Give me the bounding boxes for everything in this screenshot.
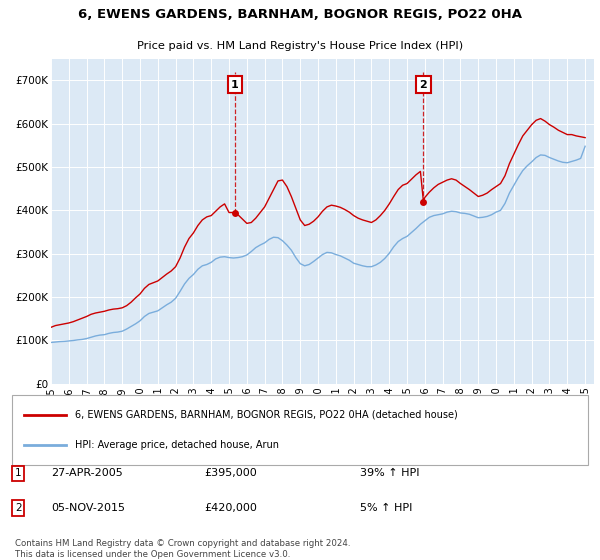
- Text: 39% ↑ HPI: 39% ↑ HPI: [360, 468, 419, 478]
- Text: Price paid vs. HM Land Registry's House Price Index (HPI): Price paid vs. HM Land Registry's House …: [137, 41, 463, 51]
- Text: 05-NOV-2015: 05-NOV-2015: [51, 503, 125, 513]
- Text: 2: 2: [419, 80, 427, 90]
- Text: £395,000: £395,000: [204, 468, 257, 478]
- Text: 5% ↑ HPI: 5% ↑ HPI: [360, 503, 412, 513]
- Text: Contains HM Land Registry data © Crown copyright and database right 2024.
This d: Contains HM Land Registry data © Crown c…: [15, 539, 350, 558]
- Text: 2: 2: [15, 503, 22, 513]
- Text: 6, EWENS GARDENS, BARNHAM, BOGNOR REGIS, PO22 0HA (detached house): 6, EWENS GARDENS, BARNHAM, BOGNOR REGIS,…: [75, 409, 458, 419]
- Text: 6, EWENS GARDENS, BARNHAM, BOGNOR REGIS, PO22 0HA: 6, EWENS GARDENS, BARNHAM, BOGNOR REGIS,…: [78, 8, 522, 21]
- Text: 1: 1: [15, 468, 22, 478]
- Bar: [12, 395, 588, 465]
- Text: HPI: Average price, detached house, Arun: HPI: Average price, detached house, Arun: [75, 440, 279, 450]
- Text: 27-APR-2005: 27-APR-2005: [51, 468, 123, 478]
- Text: 1: 1: [231, 80, 239, 90]
- Text: £420,000: £420,000: [204, 503, 257, 513]
